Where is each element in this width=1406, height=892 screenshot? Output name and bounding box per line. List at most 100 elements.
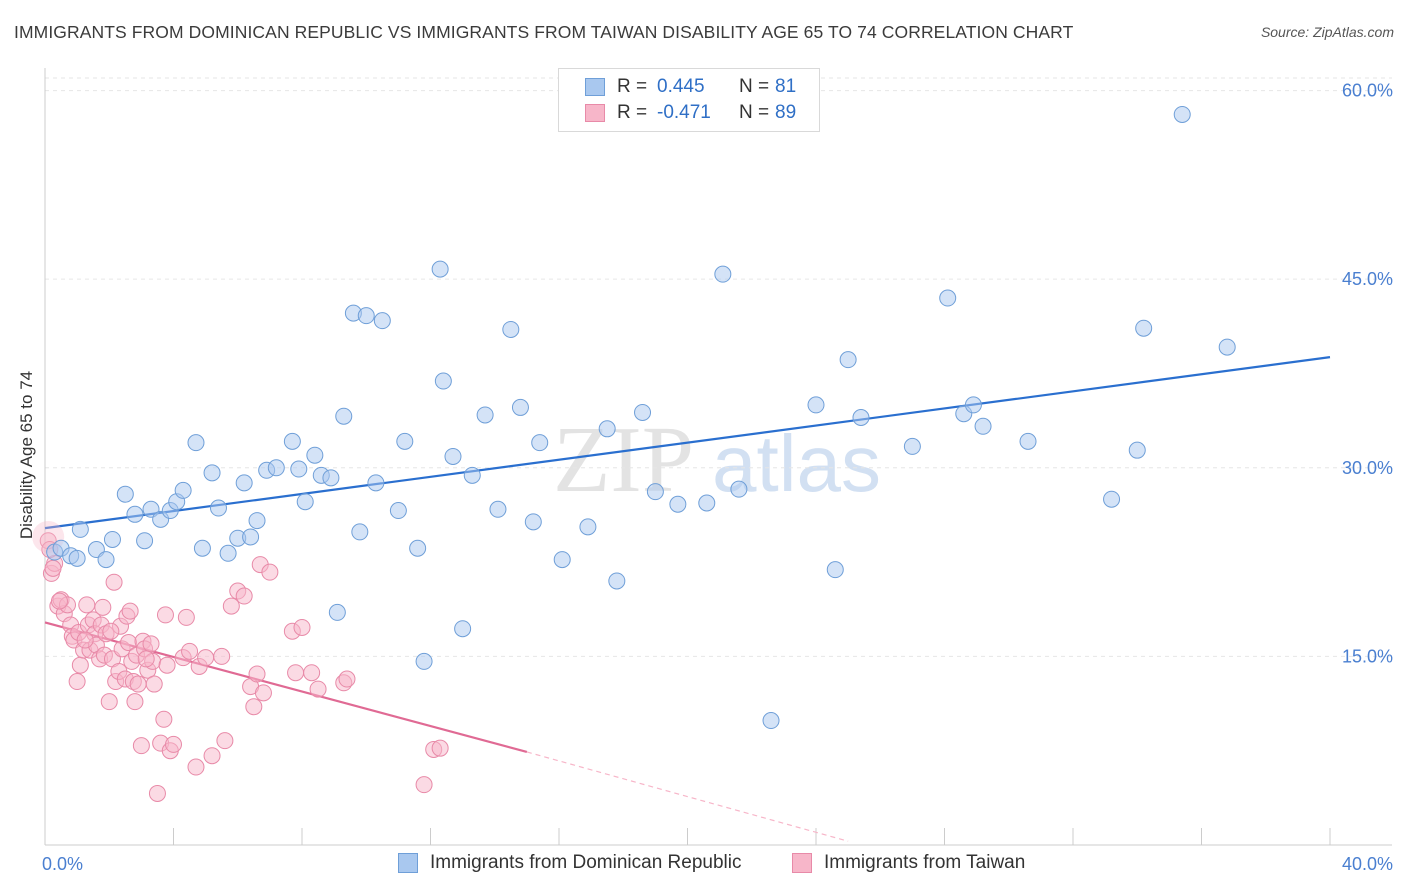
dominican-point <box>335 407 353 425</box>
dominican-point <box>283 432 301 450</box>
gridlines <box>45 77 1392 657</box>
taiwan-point <box>148 784 166 802</box>
legend-n-value: 89 <box>775 102 797 123</box>
dominican-point <box>434 372 452 390</box>
y-tick-label: 60.0% <box>1342 81 1393 101</box>
chart-title: IMMIGRANTS FROM DOMINICAN REPUBLIC VS IM… <box>14 22 1074 42</box>
dominican-point <box>939 289 957 307</box>
dominican-point <box>476 406 494 424</box>
taiwan-point <box>71 656 89 674</box>
taiwan-point <box>142 635 160 653</box>
taiwan-point <box>261 563 279 581</box>
taiwan-points <box>32 520 449 802</box>
taiwan-point <box>76 631 94 649</box>
bottom-legend-dominican: Immigrants from Dominican Republic <box>398 852 742 874</box>
dominican-point <box>116 485 134 503</box>
taiwan-point <box>158 656 176 674</box>
taiwan-point <box>94 598 112 616</box>
taiwan-point <box>248 665 266 683</box>
dominican-trend-line <box>44 356 1331 530</box>
source-credit: Source: ZipAtlas.com <box>1260 24 1394 40</box>
dominican-point <box>463 466 481 484</box>
dominican-point <box>219 544 237 562</box>
dominican-point <box>396 432 414 450</box>
taiwan-point <box>129 675 147 693</box>
dominican-point <box>351 523 369 541</box>
dominican-point <box>762 712 780 730</box>
legend-swatch-blue <box>585 78 605 96</box>
taiwan-point <box>165 735 182 753</box>
taiwan-point <box>78 596 96 614</box>
taiwan-point <box>50 592 68 610</box>
taiwan-point <box>431 739 449 757</box>
dominican-point <box>367 474 385 492</box>
dominican-point <box>409 539 427 557</box>
dominican-point <box>852 408 870 426</box>
bottom-legend-label-dominican: Immigrants from Dominican Republic <box>430 852 742 873</box>
dominican-point <box>267 459 285 477</box>
dominican-point <box>964 396 982 414</box>
dominican-point <box>415 652 433 670</box>
dominican-point <box>489 500 507 518</box>
dominican-point <box>524 513 542 531</box>
legend-n-label: N = <box>739 102 770 123</box>
dominican-point <box>807 396 825 414</box>
dominican-point <box>431 260 449 278</box>
x-tick-label: 0.0% <box>42 854 83 874</box>
taiwan-point <box>132 737 150 755</box>
legend-r-value: -0.471 <box>657 102 711 123</box>
dominican-point <box>1135 319 1153 337</box>
dominican-point <box>357 307 375 325</box>
y-tick-label: 30.0% <box>1342 458 1393 478</box>
dominican-point <box>1218 338 1236 356</box>
dominican-point <box>1019 432 1037 450</box>
dominican-point <box>903 437 921 455</box>
dominican-point <box>646 483 664 501</box>
taiwan-point <box>197 649 215 667</box>
dominican-point <box>1128 441 1146 459</box>
axes <box>44 68 1392 846</box>
legend-r-label: R = <box>617 102 648 123</box>
dominican-point <box>669 495 687 513</box>
taiwan-trend-extension <box>526 751 849 842</box>
taiwan-point <box>338 670 356 688</box>
bottom-legend-swatch-blue <box>398 853 418 873</box>
taiwan-point <box>287 664 305 682</box>
taiwan-point <box>121 602 139 620</box>
taiwan-point <box>137 650 155 668</box>
dominican-point <box>608 572 626 590</box>
dominican-point <box>193 539 211 557</box>
dominican-point <box>248 512 266 530</box>
taiwan-point <box>102 622 120 640</box>
dominican-point <box>598 420 616 438</box>
taiwan-point <box>213 647 231 665</box>
taiwan-point <box>187 758 205 776</box>
dominican-point <box>974 417 992 435</box>
taiwan-point <box>203 747 221 765</box>
legend-row-dominican: R = 0.445 N = 81 <box>585 75 857 99</box>
taiwan-point <box>126 693 144 711</box>
dominican-point <box>531 434 549 452</box>
taiwan-point <box>309 680 327 698</box>
y-axis-label: Disability Age 65 to 74 <box>17 371 36 539</box>
dominican-point <box>322 469 340 487</box>
taiwan-point <box>68 673 86 691</box>
dominican-point <box>511 398 529 416</box>
legend-r-label: R = <box>617 76 648 97</box>
taiwan-point <box>155 710 173 728</box>
x-tick-label: 40.0% <box>1342 854 1393 874</box>
correlation-legend: R = 0.445 N = 81 R = -0.471 N = 89 <box>558 68 820 132</box>
legend-n-label: N = <box>739 76 770 97</box>
dominican-point <box>97 551 115 569</box>
dominican-point <box>68 549 86 567</box>
tick-labels: 15.0% 30.0% 45.0% 60.0% 0.0% 40.0% <box>42 81 1393 874</box>
watermark: ZIP atlas <box>553 408 881 512</box>
taiwan-point <box>181 642 199 660</box>
taiwan-point <box>245 698 263 716</box>
y-tick-label: 45.0% <box>1342 269 1393 289</box>
bottom-legend-taiwan: Immigrants from Taiwan <box>792 852 1025 874</box>
dominican-point <box>203 464 221 482</box>
dominican-point <box>826 561 844 579</box>
legend-r-value: 0.445 <box>657 76 705 97</box>
